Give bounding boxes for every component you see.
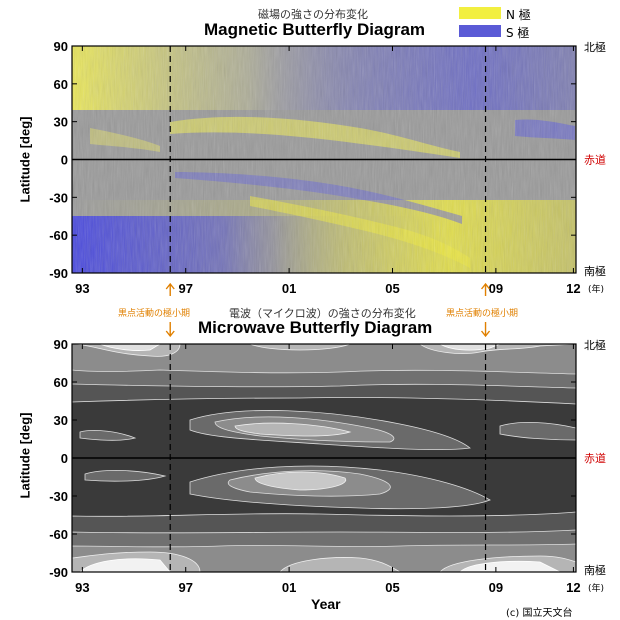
magnetic-x-tick-label: 93 — [75, 281, 89, 296]
microwave-north-pole-label: 北極 — [584, 338, 606, 352]
microwave-south-band-5 — [79, 558, 561, 572]
microwave-x-tick-label: 97 — [178, 580, 192, 595]
top-caption: 磁場の強さの分布変化 — [258, 8, 368, 21]
legend-north-label: N 極 — [506, 8, 531, 22]
magnetic-x-tick-label: 05 — [385, 281, 399, 296]
magnetic-y-tick-label: 90 — [54, 39, 68, 54]
microwave-y-tick-label: -30 — [49, 489, 68, 504]
microwave-y-tick-label: 30 — [54, 413, 68, 428]
magnetic-y-tick-label: 60 — [54, 77, 68, 92]
magnetic-equator-label: 赤道 — [584, 153, 606, 167]
magnetic-y-tick-label: -30 — [49, 190, 68, 205]
microwave-equator-label: 赤道 — [584, 451, 606, 465]
magnetic-y-tick-label: 0 — [61, 153, 68, 168]
x-axis-label: Year — [311, 596, 341, 612]
legend-south-swatch — [459, 25, 501, 37]
bottom-caption: 電波（マイクロ波）の強さの分布変化 — [229, 307, 416, 320]
microwave-next-cycle-north — [499, 421, 576, 441]
microwave-north-wing-inner — [234, 422, 352, 437]
microwave-south-pole-label: 南極 — [584, 563, 606, 577]
microwave-prev-cycle-south — [84, 469, 167, 482]
magnetic-x-tick-label: 01 — [282, 281, 296, 296]
microwave-y-tick-label: 60 — [54, 375, 68, 390]
magnetic-x-unit-label: (年) — [588, 283, 604, 295]
magnetic-y-tick-label: -60 — [49, 228, 68, 243]
magnetic-x-tick-label: 97 — [178, 281, 192, 296]
microwave-x-tick-label: 93 — [75, 580, 89, 595]
legend-south-label: S 極 — [506, 26, 530, 40]
magnetic-y-tick-label: -90 — [49, 266, 68, 281]
microwave-y-tick-label: 90 — [54, 337, 68, 352]
microwave-y-tick-label: -60 — [49, 527, 68, 542]
minimum-label-left: 黒点活動の極小期 — [118, 309, 191, 319]
microwave-x-tick-label: 01 — [282, 580, 296, 595]
credit-text: (c) 国立天文台 — [506, 608, 573, 619]
magnetic-x-tick-label: 12 — [566, 281, 580, 296]
minimum-arrow-down-1 — [480, 322, 491, 338]
microwave-x-tick-label: 05 — [385, 580, 399, 595]
minimum-arrow-up-1 — [480, 282, 491, 296]
microwave-x-tick-label: 12 — [566, 580, 580, 595]
magnetic-y-tick-label: 30 — [54, 115, 68, 130]
minimum-label-right: 黒点活動の極小期 — [446, 309, 519, 319]
minimum-arrow-up-0 — [165, 282, 175, 296]
magnetic-north-pole-label: 北極 — [584, 40, 606, 54]
microwave-x-unit-label: (年) — [588, 582, 604, 594]
legend-north-swatch — [459, 7, 501, 19]
microwave-prev-cycle-north — [79, 430, 137, 441]
microwave-y-tick-label: -90 — [49, 565, 68, 580]
microwave-y-tick-label: 0 — [61, 451, 68, 466]
minimum-arrow-down-0 — [165, 322, 175, 338]
magnetic-x-tick-label: 09 — [489, 281, 503, 296]
magnetic-south-pole-label: 南極 — [584, 264, 606, 278]
top-chart-title: Magnetic Butterfly Diagram — [204, 20, 426, 39]
microwave-south-wing-inner — [254, 471, 347, 491]
microwave-x-tick-label: 09 — [489, 580, 503, 595]
bottom-chart-title: Microwave Butterfly Diagram — [198, 318, 433, 337]
